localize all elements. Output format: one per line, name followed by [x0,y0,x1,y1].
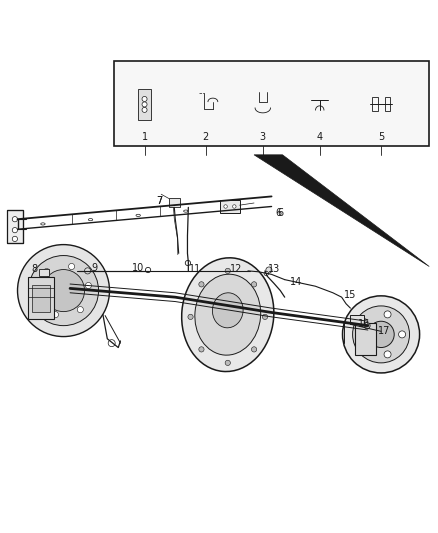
Circle shape [142,96,147,101]
Circle shape [68,263,74,270]
Circle shape [185,260,191,265]
Circle shape [53,312,59,318]
Circle shape [264,271,268,276]
Text: 7: 7 [156,196,162,206]
Bar [28,278,54,319]
Circle shape [12,236,18,241]
Circle shape [224,205,227,208]
Circle shape [42,270,85,312]
Circle shape [399,331,406,338]
Text: 12: 12 [230,264,243,273]
Text: 13: 13 [268,264,280,273]
Bar [32,285,50,312]
Ellipse shape [195,274,261,355]
Circle shape [251,282,257,287]
Circle shape [85,282,92,288]
Circle shape [199,347,204,352]
Circle shape [245,268,251,273]
Text: 11: 11 [189,264,201,273]
Text: 7: 7 [156,196,162,206]
Text: 6: 6 [277,208,283,218]
Circle shape [85,268,91,274]
Circle shape [384,351,391,358]
Circle shape [12,228,18,233]
Circle shape [225,360,230,366]
Circle shape [44,269,50,274]
Circle shape [360,343,367,350]
Circle shape [343,296,420,373]
Circle shape [18,245,109,336]
Bar [355,322,376,356]
Circle shape [142,102,147,107]
Circle shape [266,267,272,273]
Circle shape [108,340,115,346]
Text: 6: 6 [275,208,281,218]
Circle shape [77,306,83,313]
Circle shape [360,319,367,326]
Bar [220,200,240,213]
Circle shape [225,268,230,273]
Bar [385,98,390,111]
Bar [372,98,378,111]
Ellipse shape [212,293,243,328]
Text: 16: 16 [358,319,371,329]
Bar [39,269,49,276]
Bar [138,89,151,120]
Text: 5: 5 [378,132,384,142]
Text: 9: 9 [91,263,97,273]
Circle shape [233,205,236,208]
Circle shape [364,322,370,329]
Text: 17: 17 [378,326,391,336]
Bar [114,61,429,146]
Circle shape [12,216,18,222]
Bar [7,211,23,243]
Circle shape [384,311,391,318]
Circle shape [35,293,42,298]
Circle shape [142,107,147,112]
Circle shape [188,314,193,319]
Text: 8: 8 [31,264,37,273]
Circle shape [199,282,204,287]
Text: 1: 1 [141,132,148,142]
Text: 4: 4 [317,132,323,142]
Circle shape [28,255,99,326]
Circle shape [353,306,410,363]
Circle shape [251,347,257,352]
Text: 3: 3 [260,132,266,142]
Polygon shape [254,155,429,266]
Text: 15: 15 [344,290,357,300]
Text: 14: 14 [290,277,302,287]
Bar [350,314,364,324]
Circle shape [368,321,394,348]
Text: 10: 10 [132,263,144,273]
Bar [169,198,180,207]
Circle shape [145,268,151,273]
Text: 2: 2 [203,132,209,142]
Ellipse shape [182,258,274,372]
Circle shape [262,314,268,319]
